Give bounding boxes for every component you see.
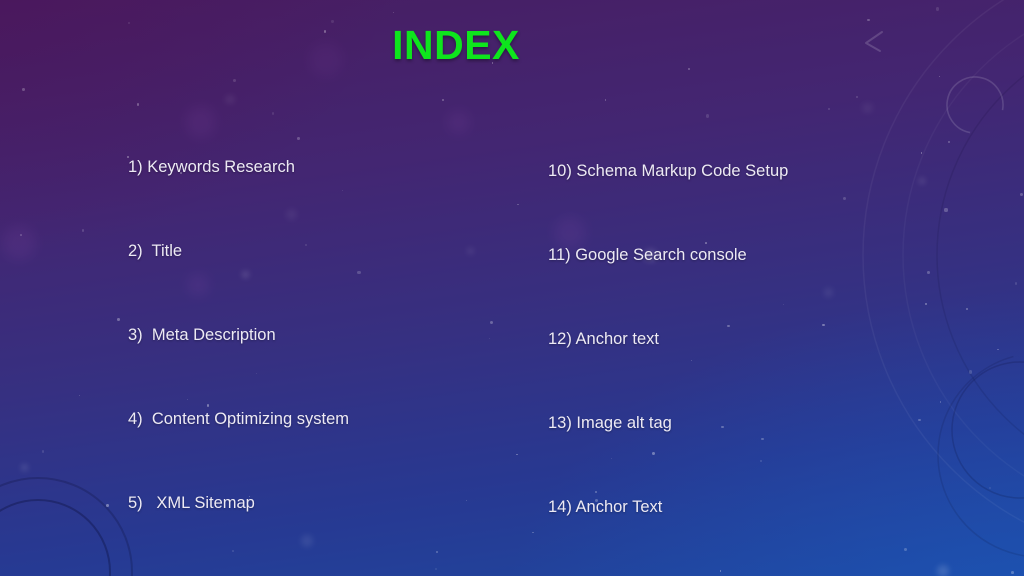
- nebula-blob: [1, 226, 36, 261]
- star-speck: [988, 486, 992, 490]
- star-speck: [965, 307, 968, 310]
- star-speck: [434, 568, 438, 571]
- star-speck: [225, 95, 235, 105]
- star-speck: [944, 208, 948, 212]
- list-item: 3) Meta Description: [128, 326, 276, 344]
- list-item: 1) Keywords Research: [128, 158, 295, 176]
- star-speck: [517, 203, 519, 206]
- star-speck: [106, 504, 109, 508]
- list-item: 12) Anchor text: [548, 330, 659, 348]
- swirl-ornament: [951, 361, 1024, 499]
- star-speck: [862, 102, 874, 114]
- star-speck: [435, 551, 438, 554]
- dark-circle-ornament: [0, 477, 133, 576]
- star-speck: [465, 499, 468, 502]
- list-item: 10) Schema Markup Code Setup: [548, 162, 789, 180]
- star-speck: [20, 463, 28, 472]
- star-speck: [1011, 571, 1014, 575]
- star-speck: [489, 338, 491, 340]
- arc-ornament: [936, 74, 1024, 436]
- star-speck: [867, 18, 870, 22]
- star-speck: [136, 102, 140, 106]
- star-speck: [78, 394, 81, 396]
- star-speck: [1014, 282, 1018, 285]
- list-item: 13) Image alt tag: [548, 414, 672, 432]
- star-speck: [968, 370, 972, 374]
- star-speck: [824, 288, 833, 297]
- star-speck: [357, 271, 361, 275]
- star-speck: [490, 321, 494, 325]
- star-speck: [903, 547, 907, 551]
- star-speck: [920, 151, 923, 154]
- star-speck: [20, 234, 22, 236]
- star-speck: [843, 197, 847, 201]
- list-item: 14) Anchor Text: [548, 498, 663, 516]
- list-item: 11) Google Search console: [548, 246, 747, 264]
- slide-title: INDEX: [392, 22, 520, 68]
- star-speck: [855, 95, 858, 98]
- star-speck: [918, 177, 926, 184]
- star-speck: [705, 114, 710, 118]
- star-speck: [927, 271, 930, 275]
- star-speck: [948, 141, 950, 143]
- list-item: 2) Title: [128, 242, 183, 260]
- star-speck: [936, 564, 950, 576]
- list-item: 5) XML Sitemap: [128, 494, 255, 512]
- star-speck: [925, 303, 927, 305]
- star-speck: [233, 79, 236, 83]
- star-speck: [828, 108, 831, 111]
- star-speck: [117, 318, 120, 321]
- small-circle-ornament: [946, 76, 1004, 134]
- list-item: 4) Content Optimizing system: [128, 410, 349, 428]
- star-speck: [938, 75, 941, 78]
- arc-ornament: [902, 33, 1024, 477]
- star-speck: [935, 7, 940, 11]
- star-speck: [604, 99, 607, 101]
- star-speck: [918, 418, 921, 422]
- star-speck: [822, 323, 825, 327]
- star-speck: [442, 98, 445, 102]
- nebula-blob: [447, 111, 471, 135]
- star-speck: [1019, 192, 1024, 196]
- star-speck: [997, 348, 999, 351]
- star-speck: [393, 11, 395, 14]
- star-speck: [22, 87, 26, 91]
- swirl-ornament: [937, 352, 1024, 558]
- star-speck: [271, 112, 275, 115]
- dark-circle-ornament: [0, 499, 111, 576]
- index-list-left: 1) Keywords Research 2) Title 3) Meta De…: [128, 119, 349, 576]
- star-speck: [41, 450, 45, 453]
- star-speck: [531, 531, 534, 534]
- star-speck: [81, 229, 85, 232]
- arc-ornament: [862, 0, 1024, 523]
- index-list-right: 10) Schema Markup Code Setup 11) Google …: [548, 123, 788, 576]
- star-speck: [516, 453, 518, 456]
- star-speck: [939, 401, 942, 403]
- star-speck: [467, 247, 474, 255]
